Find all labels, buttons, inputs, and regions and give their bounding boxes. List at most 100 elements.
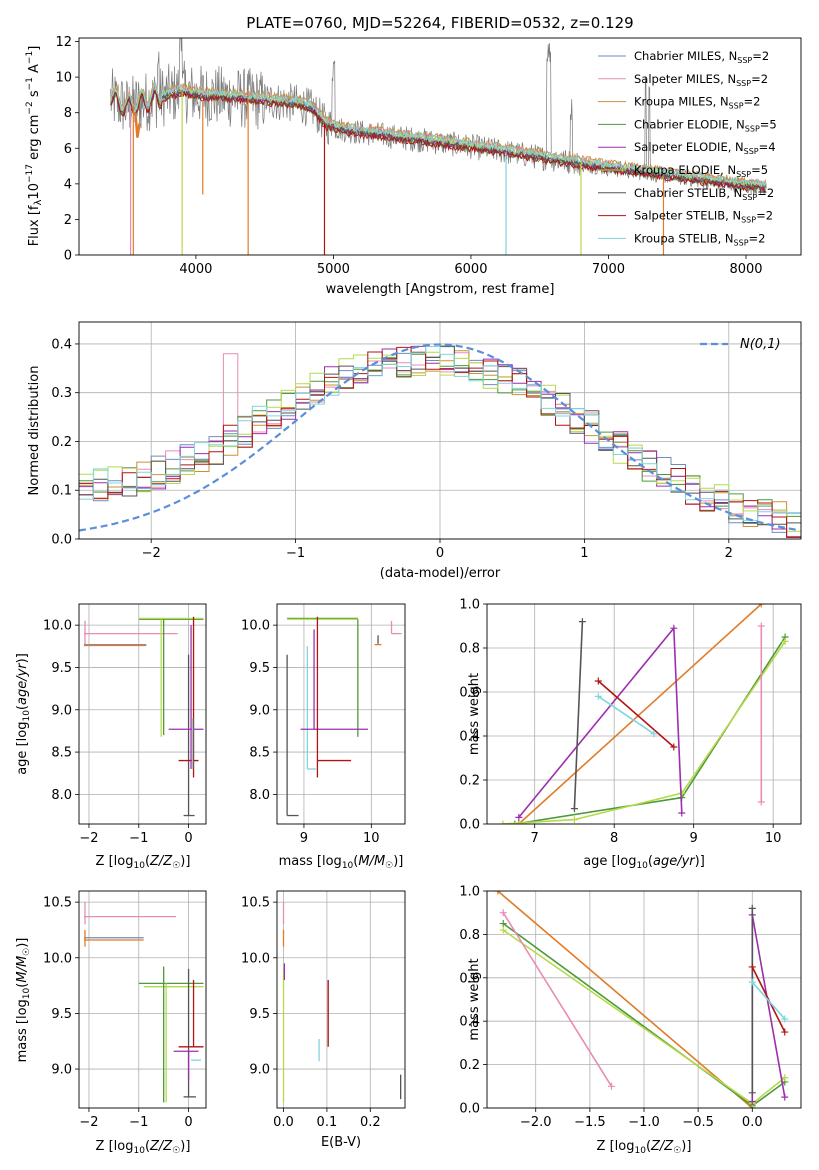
legend-label: Chabrier ELODIE, NSSP=5	[634, 117, 777, 133]
y-tick-label: 9.5	[51, 661, 72, 676]
legend-label: Kroupa MILES, NSSP=2	[634, 95, 760, 111]
y-axis-label: mass weight	[467, 673, 482, 755]
x-tick-label: −2	[79, 1115, 98, 1130]
y-tick-label: 0.0	[51, 533, 72, 548]
legend: N(0,1)	[700, 337, 781, 352]
histogram-kroupa_stelib	[79, 346, 801, 522]
y-axis-label: Flux [fλ10−17 erg cm−2 s−1 A−1]	[25, 46, 44, 247]
x-tick-label: 0.0	[742, 1115, 763, 1130]
weight-series-salpeter-elodie-marker	[515, 813, 523, 821]
y-tick-label: 2	[64, 213, 72, 228]
weight-series-kroupa-miles-marker	[757, 604, 765, 608]
weight-series-chabrier-elodie-marker	[499, 920, 507, 928]
plot-age_vs_Z: Z [log10(Z/Z☉)] age [log10(age/yr)] −2 −1 0 8…	[15, 603, 207, 871]
x-tick-label: 9	[690, 831, 698, 846]
y-tick-label: 1.0	[459, 885, 480, 900]
plot-content	[282, 902, 402, 1103]
weight-series-kroupa-miles-marker	[515, 820, 523, 824]
weight-series-salpeter-elodie-marker	[670, 624, 678, 632]
weight-series-kroupa-elodie-marker	[781, 637, 789, 645]
weight-series-chabrier-stelib-marker	[578, 618, 586, 626]
weight-series-salpeter-miles-marker	[757, 798, 765, 806]
y-tick-label: 10.0	[241, 619, 270, 634]
legend: Chabrier MILES, NSSP=2 Salpeter MILES, NS…	[598, 49, 777, 247]
x-tick-label: −1.0	[628, 1115, 660, 1130]
y-tick-label: 0	[64, 249, 72, 264]
axes-border	[276, 890, 406, 1109]
x-tick-label: −1.5	[574, 1115, 606, 1130]
plot-content	[79, 343, 801, 538]
axes-border	[276, 603, 406, 825]
y-tick-label: 9.5	[249, 661, 270, 676]
x-axis-label: mass [log10(M/M☉)]	[279, 854, 404, 871]
weight-series-salpeter-miles-marker	[608, 1082, 616, 1090]
y-tick-label: 9.5	[51, 1007, 72, 1022]
x-tick-label: 0	[184, 831, 192, 846]
x-axis-label: Z [log10(Z/Z☉)]	[96, 854, 191, 871]
weight-series-chabrier-stelib-marker	[748, 1089, 756, 1097]
x-tick-label: −1	[129, 831, 148, 846]
y-tick-label: 9.0	[51, 703, 72, 718]
weight-series-salpeter-elodie-marker	[781, 1093, 789, 1101]
weight-series-salpeter-stelib-marker	[781, 1028, 789, 1036]
plot-content	[494, 891, 789, 1108]
y-axis-label: mass [log10(M/M☉)]	[15, 938, 32, 1063]
axes-border	[78, 603, 207, 825]
y-tick-label: 1.0	[459, 598, 480, 613]
y-tick-label: 8.0	[51, 788, 72, 803]
y-tick-label: 4	[64, 177, 72, 192]
y-tick-label: 0.6	[459, 971, 480, 986]
y-tick-label: 0.2	[459, 1058, 480, 1073]
weight-series-kroupa-stelib	[751, 981, 786, 1020]
x-tick-label: 0.2	[360, 1115, 381, 1130]
x-tick-label: 5000	[317, 262, 350, 277]
x-tick-label: −2	[79, 831, 98, 846]
x-tick-label: 8	[610, 831, 618, 846]
spectrum-title: PLATE=0760, MJD=52264, FIBERID=0532, z=0…	[246, 14, 633, 32]
weight-series-kroupa-stelib-marker	[594, 692, 602, 700]
plot-residuals: N(0,1) −2 −1 0 1 2 0.0 0.1 0.2 0.3 0.4 (data-model)…	[27, 321, 802, 581]
weight-series-chabrier-elodie-marker	[511, 820, 519, 824]
weight-series-kroupa-stelib-marker	[748, 978, 756, 986]
plot-content	[83, 902, 204, 1103]
weight-series-salpeter-stelib-marker	[670, 743, 678, 751]
x-tick-label: 7	[531, 831, 539, 846]
weight-series-salpeter-elodie	[751, 914, 786, 1102]
legend-label: Chabrier STELIB, NSSP=2	[634, 186, 774, 202]
y-tick-label: 0.1	[51, 484, 72, 499]
model-feature	[134, 112, 141, 138]
weight-series-kroupa-elodie-marker	[781, 1074, 789, 1082]
model-spectrum-salpeter_stelib	[110, 90, 767, 193]
plot-content	[499, 604, 789, 824]
y-tick-label: 0.0	[459, 1102, 480, 1117]
x-tick-label: −0.5	[682, 1115, 714, 1130]
x-tick-label: 1	[580, 546, 588, 561]
y-axis-label: age [log10(age/yr)]	[15, 653, 32, 775]
x-axis-label: Z [log10(Z/Z☉)]	[96, 1139, 191, 1156]
weight-series-salpeter-stelib-marker	[594, 677, 602, 685]
model-spectrum-kroupa_stelib	[110, 81, 767, 188]
x-tick-label: 9	[300, 831, 308, 846]
histogram-chabrier_stelib	[79, 345, 801, 526]
y-tick-label: 9.0	[249, 1063, 270, 1078]
x-tick-label: 0.1	[317, 1115, 338, 1130]
y-tick-label: 0.8	[459, 642, 480, 657]
x-tick-label: 0.0	[273, 1115, 294, 1130]
legend-label: Salpeter STELIB, NSSP=2	[634, 209, 773, 225]
y-tick-label: 8	[64, 106, 72, 121]
plot-mass_vs_Z: Z [log10(Z/Z☉)] mass [log10(M/M☉)] −2 −1 0 9.…	[15, 890, 207, 1156]
y-tick-label: 9.0	[51, 1063, 72, 1078]
x-tick-label: 10	[363, 831, 380, 846]
x-axis-label: Z [log10(Z/Z☉)]	[597, 1139, 692, 1156]
x-tick-label: 8000	[729, 262, 762, 277]
y-tick-label: 8.5	[249, 746, 270, 761]
y-tick-label: 0.4	[51, 337, 72, 352]
y-tick-label: 10.0	[43, 951, 72, 966]
plot-age_vs_mass: mass [log10(M/M☉)] 9 10 8.0 8.5 9.0 9.5 10.0	[241, 603, 406, 871]
weight-series-salpeter-elodie-marker	[748, 1097, 756, 1105]
x-tick-label: −1	[129, 1115, 148, 1130]
weight-series-salpeter-miles-marker	[757, 622, 765, 630]
y-tick-label: 10.0	[43, 619, 72, 634]
x-axis-label: (data-model)/error	[380, 566, 501, 581]
